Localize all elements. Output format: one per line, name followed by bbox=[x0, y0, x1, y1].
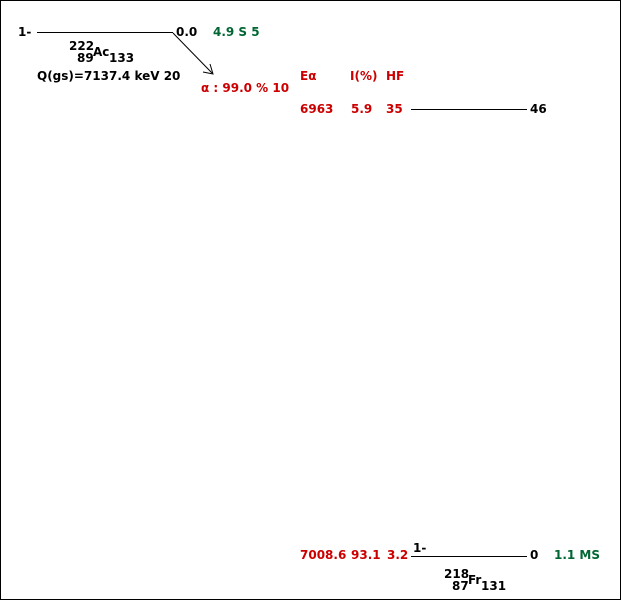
alpha-branch-label: α : 99.0 % 10 bbox=[201, 81, 290, 95]
q-value: Q(gs)=7137.4 keV 20 bbox=[37, 69, 181, 83]
daughter-mass-number: 218 bbox=[444, 567, 470, 581]
daughter-ground-level-line bbox=[411, 556, 527, 557]
ground-transition-intensity: 93.1 bbox=[351, 548, 381, 562]
parent-level-energy: 0.0 bbox=[176, 25, 198, 39]
alpha-decay-arrow-head bbox=[202, 63, 214, 75]
header-hf: HF bbox=[386, 69, 405, 83]
transition-energy: 6963 bbox=[300, 102, 334, 116]
parent-spin: 1- bbox=[18, 25, 32, 39]
parent-symbol: Ac bbox=[93, 45, 110, 59]
parent-neutron-number: 133 bbox=[109, 51, 135, 65]
parent-mass-number: 222 bbox=[69, 39, 95, 53]
transition-intensity: 5.9 bbox=[351, 102, 373, 116]
daughter-neutron-number: 131 bbox=[481, 579, 507, 593]
parent-level-line bbox=[37, 32, 173, 33]
parent-half-life: 4.9 S 5 bbox=[213, 25, 260, 39]
ground-transition-energy: 7008.6 bbox=[300, 548, 347, 562]
transition-hf: 35 bbox=[386, 102, 403, 116]
header-alpha-energy: Eα bbox=[300, 69, 317, 83]
daughter-level-energy: 0 bbox=[530, 548, 539, 562]
daughter-atomic-number: 87 bbox=[452, 579, 469, 593]
excited-level-line bbox=[411, 109, 527, 110]
daughter-half-life: 1.1 MS bbox=[554, 548, 601, 562]
header-intensity: I(%) bbox=[350, 69, 378, 83]
parent-atomic-number: 89 bbox=[77, 51, 94, 65]
alpha-decay-arrow-shaft bbox=[172, 32, 213, 74]
daughter-symbol: Fr bbox=[468, 573, 482, 587]
excited-level-energy: 46 bbox=[530, 102, 547, 116]
ground-transition-hf: 3.2 bbox=[387, 548, 409, 562]
daughter-spin: 1- bbox=[413, 541, 427, 555]
